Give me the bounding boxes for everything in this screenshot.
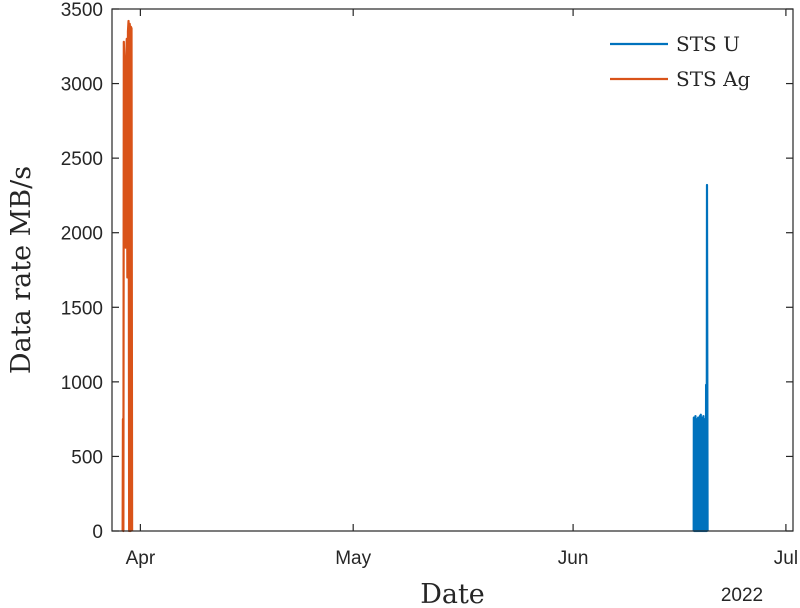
plot-background xyxy=(112,9,793,531)
x-tick-label: Jun xyxy=(558,548,589,569)
y-tick-label: 500 xyxy=(71,447,103,468)
y-tick-label: 2000 xyxy=(61,224,103,245)
x-axis-year-label: 2022 xyxy=(721,585,763,606)
plot-area xyxy=(112,9,793,531)
y-tick-label: 1500 xyxy=(61,298,103,319)
axes-layer: 0 500 1000 1500 2000 2500 3000 3500 Apr May Jun Jul xyxy=(61,0,798,569)
y-tick-label: 0 xyxy=(92,522,103,543)
legend: STS U STS Ag xyxy=(610,32,751,91)
x-axis-label: Date xyxy=(420,579,485,608)
legend-label: STS Ag xyxy=(676,67,751,91)
y-tick-label: 3500 xyxy=(61,0,103,21)
y-axis-label: Data rate MB/s xyxy=(6,166,37,374)
x-tick-label: May xyxy=(335,548,371,569)
y-tick-label: 2500 xyxy=(61,149,103,170)
legend-label: STS U xyxy=(676,32,740,56)
x-tick-label: Jul xyxy=(774,548,798,569)
y-tick-label: 3000 xyxy=(61,75,103,96)
y-tick-label: 1000 xyxy=(61,373,103,394)
x-tick-label: Apr xyxy=(126,548,156,569)
axes-box xyxy=(111,8,794,532)
